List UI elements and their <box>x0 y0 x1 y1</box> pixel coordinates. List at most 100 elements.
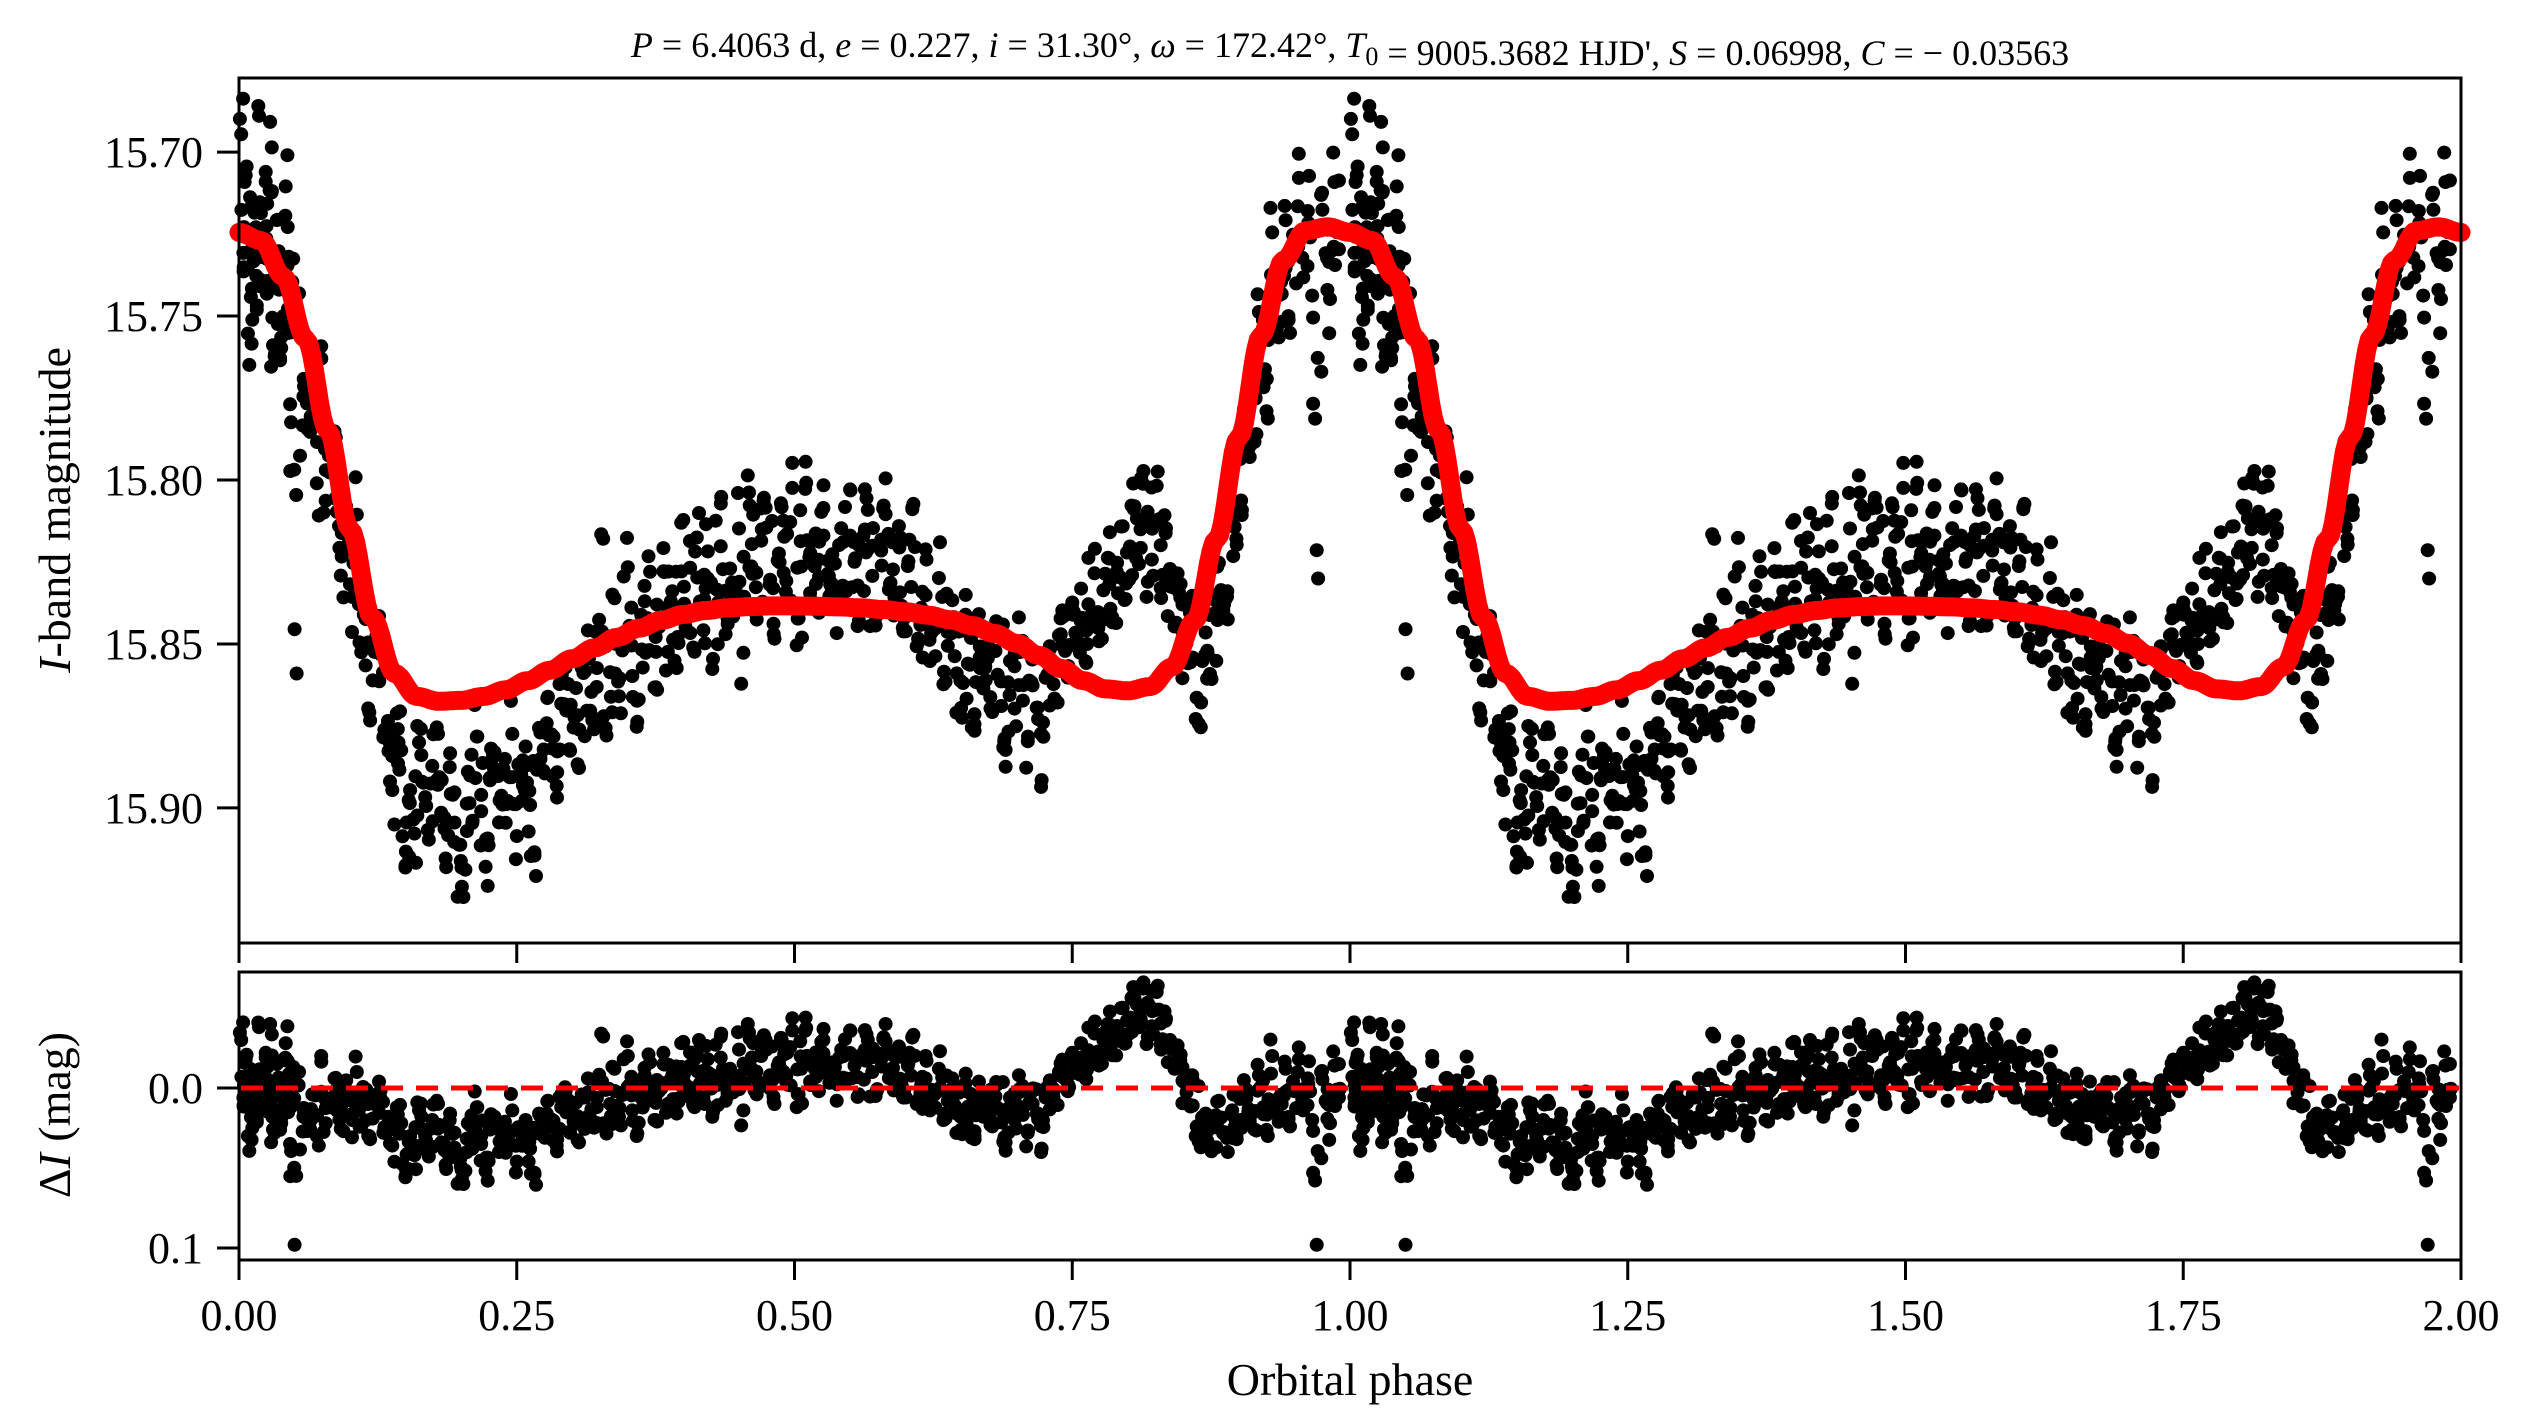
residual-point <box>409 1162 423 1177</box>
data-point <box>1620 829 1635 844</box>
residual-point <box>700 1052 715 1067</box>
data-point <box>453 837 468 852</box>
residual-point <box>1906 1096 1920 1111</box>
residual-point <box>766 1072 781 1087</box>
residual-point <box>630 1126 645 1141</box>
residual-point <box>1843 1042 1857 1057</box>
data-point <box>1707 531 1722 546</box>
data-point <box>2245 471 2260 486</box>
data-point <box>2402 146 2417 161</box>
data-point <box>2205 631 2220 646</box>
data-point <box>1819 513 1834 528</box>
data-point <box>2261 464 2276 479</box>
data-point <box>1780 661 1795 676</box>
data-point <box>2361 287 2376 302</box>
data-point <box>2389 213 2404 228</box>
data-point <box>1133 540 1148 555</box>
data-point <box>1315 185 1329 200</box>
residual-point <box>898 1090 913 1105</box>
data-point <box>1865 533 1880 548</box>
data-point <box>523 798 538 812</box>
residual-point <box>1954 1023 1969 1038</box>
residual-point <box>540 1094 555 1109</box>
residual-point <box>1374 1017 1389 1031</box>
data-point <box>1375 140 1390 155</box>
residual-point <box>1970 1027 1985 1042</box>
residual-point <box>1009 1121 1024 1136</box>
data-point <box>898 624 913 639</box>
data-point <box>794 559 809 574</box>
residual-point <box>620 1049 635 1063</box>
residual-point <box>1742 1115 1757 1130</box>
data-point <box>850 619 865 634</box>
data-point <box>2022 631 2037 646</box>
residual-point <box>2250 1037 2265 1052</box>
data-point <box>362 705 377 720</box>
data-point <box>978 673 993 688</box>
data-point <box>468 771 483 786</box>
residual-point <box>1306 1123 1321 1138</box>
data-point <box>624 600 639 615</box>
data-point <box>1760 644 1774 659</box>
data-point <box>1640 869 1654 883</box>
data-point <box>1326 145 1341 160</box>
data-point <box>637 594 652 609</box>
residual-point <box>1741 1126 1756 1141</box>
data-point <box>498 815 513 830</box>
data-point <box>1554 746 1569 761</box>
residual-point <box>795 1096 809 1111</box>
data-point <box>1824 496 1839 511</box>
data-point <box>2419 411 2434 426</box>
data-point <box>1302 168 1316 183</box>
data-point <box>1774 594 1789 609</box>
residual-point <box>2161 1098 2176 1112</box>
data-point <box>983 690 998 705</box>
data-point <box>1847 645 1862 660</box>
residual-point <box>2374 1032 2389 1047</box>
data-point <box>1131 557 1146 572</box>
residual-point <box>1585 1137 1600 1151</box>
residual-point <box>1150 978 1165 993</box>
data-point <box>1821 637 1836 652</box>
y-tick-label: 0.1 <box>148 1224 203 1273</box>
data-point <box>1553 760 1568 775</box>
data-point <box>643 564 658 579</box>
residual-point <box>850 1089 865 1104</box>
data-point <box>635 660 650 675</box>
residual-point <box>454 1162 469 1177</box>
residual-point <box>1398 1091 1413 1106</box>
x-tick-label: 2.00 <box>2423 1291 2500 1340</box>
data-point <box>1731 560 1746 575</box>
residual-point <box>1767 1045 1782 1060</box>
data-point <box>783 515 798 530</box>
data-point <box>874 543 889 558</box>
residual-point <box>314 1054 329 1069</box>
data-point <box>2250 589 2265 604</box>
data-point <box>708 513 723 528</box>
data-point <box>748 580 763 595</box>
residual-point <box>1384 1121 1398 1136</box>
data-point <box>1906 630 1920 645</box>
residual-point <box>1309 1237 1324 1252</box>
data-point <box>2370 404 2385 419</box>
data-point <box>959 691 974 706</box>
residual-point <box>1305 1113 1320 1127</box>
residual-point <box>505 1103 520 1118</box>
residual-point <box>339 1073 354 1088</box>
data-point <box>816 478 831 493</box>
data-point <box>1374 114 1389 129</box>
residual-point <box>1157 1004 1172 1019</box>
residual-point <box>1910 1020 1925 1035</box>
residual-point <box>242 1143 257 1158</box>
data-point <box>289 488 304 502</box>
residual-point <box>1403 1065 1417 1079</box>
data-point <box>798 454 813 469</box>
data-point <box>552 742 567 757</box>
residual-point <box>1724 1118 1739 1133</box>
data-point <box>527 845 542 860</box>
data-point <box>1404 448 1418 463</box>
data-point <box>1525 748 1540 763</box>
residual-point <box>2321 1094 2336 1109</box>
residual-point <box>1550 1162 1565 1176</box>
residual-point <box>2375 1066 2389 1081</box>
